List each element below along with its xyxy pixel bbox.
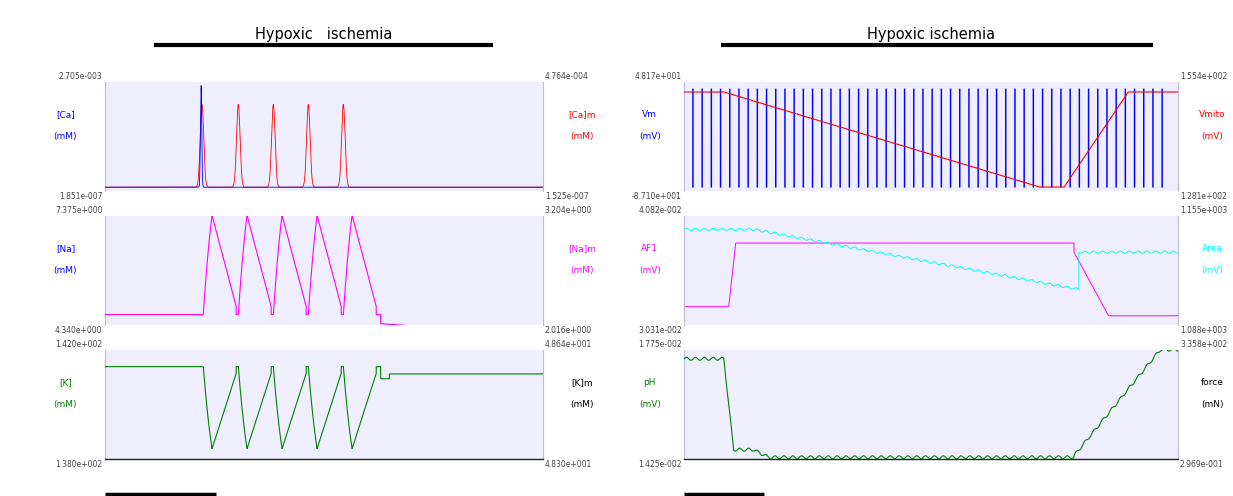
Text: [Ca]: [Ca] xyxy=(55,110,75,119)
Text: [Na]: [Na] xyxy=(55,244,75,253)
Text: (mM): (mM) xyxy=(54,266,78,275)
Text: (mN): (mN) xyxy=(1201,400,1223,409)
Text: (mM): (mM) xyxy=(570,266,593,275)
Text: pH: pH xyxy=(644,378,656,387)
Text: -8.710e+001: -8.710e+001 xyxy=(633,192,682,201)
Text: 4.817e+001: 4.817e+001 xyxy=(635,72,682,81)
Text: Vm: Vm xyxy=(642,110,657,119)
Text: 1.525e-007: 1.525e-007 xyxy=(545,192,588,201)
Text: 4.082e-002: 4.082e-002 xyxy=(639,206,682,215)
Text: 2.016e+000: 2.016e+000 xyxy=(545,326,592,335)
Text: 4.764e-004: 4.764e-004 xyxy=(545,72,588,81)
Text: 1.088e+003: 1.088e+003 xyxy=(1180,326,1227,335)
Text: 1.155e+003: 1.155e+003 xyxy=(1180,206,1227,215)
Text: 1.851e-007: 1.851e-007 xyxy=(59,192,102,201)
Text: (mM): (mM) xyxy=(54,400,78,409)
Text: Vmito: Vmito xyxy=(1198,110,1226,119)
Text: Hypoxic ischemia: Hypoxic ischemia xyxy=(867,27,995,42)
Text: 1.281e+002: 1.281e+002 xyxy=(1180,192,1227,201)
Text: (mV): (mV) xyxy=(639,132,661,141)
Text: [Ca]m: [Ca]m xyxy=(568,110,596,119)
Text: (mV): (mV) xyxy=(1201,266,1223,275)
Text: 4.830e+001: 4.830e+001 xyxy=(545,460,592,469)
Text: Hypoxic   ischemia: Hypoxic ischemia xyxy=(255,27,392,42)
Text: 7.375e+000: 7.375e+000 xyxy=(55,206,102,215)
Text: 1.425e-002: 1.425e-002 xyxy=(639,460,682,469)
Text: 3.204e+000: 3.204e+000 xyxy=(545,206,592,215)
Text: 2.969e-001: 2.969e-001 xyxy=(1180,460,1223,469)
Text: 1.775e-002: 1.775e-002 xyxy=(639,340,682,349)
Text: (mV): (mV) xyxy=(639,266,661,275)
Text: 1.380e+002: 1.380e+002 xyxy=(55,460,102,469)
Text: force: force xyxy=(1201,378,1223,387)
Text: [Na]m: [Na]m xyxy=(568,244,596,253)
Text: Area: Area xyxy=(1202,244,1222,253)
Text: [K]: [K] xyxy=(59,378,72,387)
Text: 2.705e-003: 2.705e-003 xyxy=(59,72,102,81)
Text: 4.340e+000: 4.340e+000 xyxy=(55,326,102,335)
Text: (mM): (mM) xyxy=(570,132,593,141)
Text: AF1: AF1 xyxy=(641,244,658,253)
Text: 4.864e+001: 4.864e+001 xyxy=(545,340,592,349)
Text: [K]m: [K]m xyxy=(571,378,593,387)
Text: 1.554e+002: 1.554e+002 xyxy=(1180,72,1227,81)
Text: (mM): (mM) xyxy=(570,400,593,409)
Text: (mV): (mV) xyxy=(639,400,661,409)
Text: (mV): (mV) xyxy=(1201,132,1223,141)
Text: (mM): (mM) xyxy=(54,132,78,141)
Text: 3.358e+002: 3.358e+002 xyxy=(1180,340,1227,349)
Text: 1.420e+002: 1.420e+002 xyxy=(55,340,102,349)
Text: 3.031e-002: 3.031e-002 xyxy=(639,326,682,335)
